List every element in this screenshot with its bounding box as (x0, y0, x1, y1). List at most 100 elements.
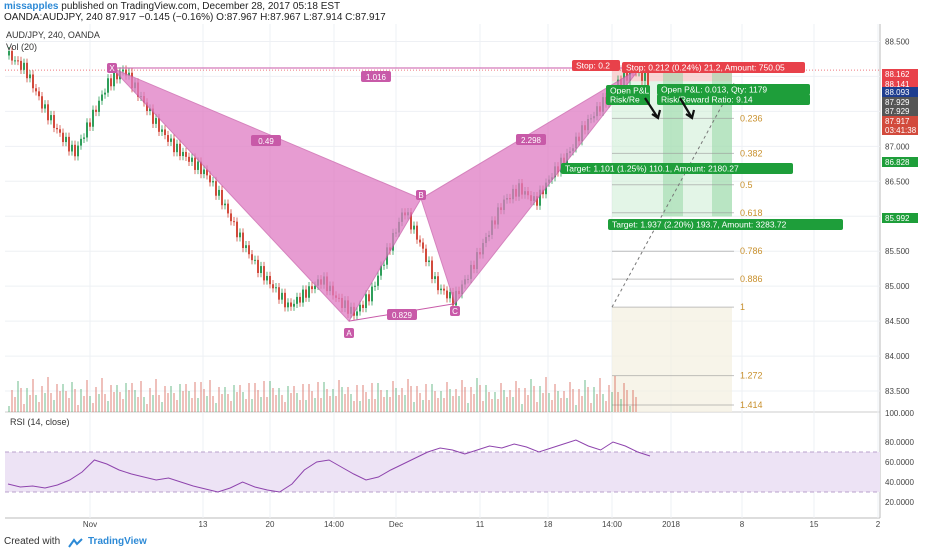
volume-bar (134, 390, 136, 412)
volume-bar (599, 378, 601, 412)
candle-body (194, 157, 196, 170)
candle-body (305, 289, 307, 298)
volume-bar (242, 392, 244, 412)
volume-bar (632, 390, 634, 412)
volume-bar (485, 385, 487, 412)
rsi-tick-label: 80.0000 (885, 438, 914, 447)
volume-bar (356, 385, 358, 412)
volume-bar (89, 396, 91, 412)
candle-body (116, 72, 118, 80)
volume-bar (29, 395, 31, 412)
candle-body (380, 265, 382, 276)
y-tick-label: 84.500 (885, 317, 910, 326)
volume-bar (386, 390, 388, 412)
rsi-legend: RSI (14, close) (10, 417, 70, 427)
volume-bar (167, 393, 169, 412)
volume-bar (554, 384, 556, 412)
volume-bar (452, 396, 454, 412)
volume-bar (158, 395, 160, 412)
pattern-ratio-box (387, 309, 417, 320)
position-box-text: Risk/Re (610, 95, 640, 105)
y-tick-label: 84.000 (885, 352, 910, 361)
volume-bar (119, 392, 121, 412)
candle-body (242, 232, 244, 249)
volume-bar (470, 387, 472, 412)
volume-bar (266, 397, 268, 412)
volume-bar (200, 382, 202, 412)
volume-bar (113, 392, 115, 412)
candle-body (86, 122, 88, 138)
volume-bar (566, 398, 568, 412)
pattern-triangle-xab[interactable] (111, 67, 422, 322)
publisher-name[interactable]: missapples (4, 1, 59, 12)
tradingview-brand[interactable]: TradingView (88, 536, 147, 547)
volume-bar (143, 397, 145, 412)
volume-bar (176, 400, 178, 412)
volume-bar (434, 391, 436, 412)
volume-bar (335, 396, 337, 412)
candle-body (80, 138, 82, 146)
candle-body (359, 304, 361, 312)
arrow-down-icon (679, 97, 696, 120)
candle-body (428, 260, 430, 263)
candle-body (113, 72, 115, 87)
volume-bar (422, 400, 424, 412)
candle-body (641, 69, 643, 81)
candle-body (176, 143, 178, 153)
candle-body (299, 296, 301, 303)
volume-bar (413, 402, 415, 412)
pattern-ratio-label: 2.298 (521, 136, 542, 145)
pattern-triangle-bcd[interactable] (420, 67, 641, 305)
y-tick-label: 85.000 (885, 282, 910, 291)
candle-body (212, 181, 214, 183)
candle-body (536, 196, 538, 206)
candle-body (206, 169, 208, 176)
x-tick-label: 18 (544, 520, 553, 529)
volume-bar (161, 402, 163, 412)
volume-bar (341, 387, 343, 412)
candle-body (17, 60, 19, 62)
candle-body (35, 88, 37, 92)
volume-bar (557, 391, 559, 412)
candle-body (122, 69, 124, 72)
volume-bar (401, 388, 403, 412)
candle-body (179, 143, 181, 157)
volume-bar (233, 385, 235, 412)
x-tick-label: Nov (83, 520, 97, 529)
volume-bar (260, 397, 262, 412)
position-box-target (608, 219, 843, 230)
candle-body (158, 118, 160, 132)
rsi-band (5, 452, 880, 492)
position-box-pnl (657, 84, 810, 95)
volume-bar (20, 388, 22, 412)
volume-bar (524, 388, 526, 412)
volume-bar (605, 401, 607, 412)
volume-bar (446, 382, 448, 412)
volume-bar (458, 396, 460, 412)
volume-bar (263, 381, 265, 412)
volume-bar (164, 386, 166, 412)
position-box-text: Stop: 0.2 (576, 61, 610, 71)
volume-bar (290, 393, 292, 412)
volume-bar (626, 390, 628, 412)
volume-bar (179, 384, 181, 412)
candle-body (110, 78, 112, 87)
pattern-point-box (416, 190, 426, 200)
volume-bar (467, 403, 469, 412)
price-label-box (882, 125, 918, 135)
volume-bar (275, 395, 277, 412)
volume-bar (338, 380, 340, 412)
candle-body (293, 303, 295, 307)
candle-body (107, 78, 109, 93)
candle-body (221, 189, 223, 206)
volume-bar (347, 387, 349, 412)
volume-bar (608, 385, 610, 412)
volume-bar (248, 383, 250, 412)
position-box-text: Target: 1.101 (1.25%) 110.1, Amount: 218… (565, 164, 739, 174)
pattern-point-box (450, 306, 460, 316)
volume-bar (536, 402, 538, 412)
volume-bar (77, 405, 79, 412)
volume-bar (8, 406, 10, 412)
volume-bar (602, 394, 604, 412)
